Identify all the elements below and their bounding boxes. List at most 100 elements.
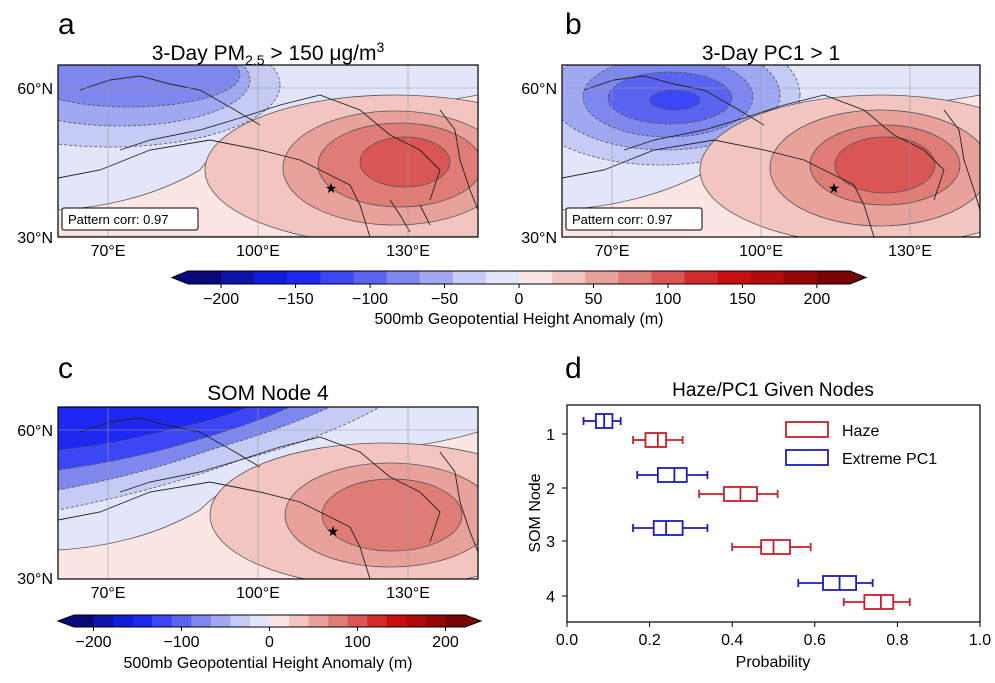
colorbar-top-label: 500mb Geopotential Height Anomaly (m)	[374, 311, 663, 328]
panel-b-lat-30: 30°N	[521, 230, 557, 247]
panel-c-lon-70: 70°E	[91, 585, 126, 602]
beijing-star-icon: ★	[327, 523, 340, 539]
panel-a-map: ★	[58, 65, 478, 237]
panel-b-corr-label: Pattern corr: 0.97	[572, 212, 672, 227]
panel-c-lon-100: 100°E	[236, 585, 280, 602]
y-tick-label: 3	[546, 534, 555, 551]
colorbar-top-max-extend	[850, 271, 866, 284]
colorbar-bottom-tick-label: 200	[432, 634, 459, 651]
x-tick-label: 0.2	[638, 632, 660, 649]
y-tick-label: 1	[546, 427, 555, 444]
panel-b-lon-130: 130°E	[888, 243, 932, 260]
x-tick-label: 0.0	[556, 632, 578, 649]
plot-area	[566, 404, 981, 623]
colorbar-top-segment	[750, 271, 785, 284]
legend-haze-swatch	[785, 421, 829, 438]
colorbar-bottom-segment	[210, 615, 231, 627]
colorbar-bottom-segment	[308, 615, 329, 627]
colorbar-bottom-segment	[230, 615, 251, 627]
colorbar-bottom: −200 −100 0 100 200	[56, 614, 483, 651]
colorbar-top-segment	[651, 271, 686, 284]
panel-a-lon-70: 70°E	[91, 243, 126, 260]
panel-b-lon-70: 70°E	[595, 243, 630, 260]
pc1-node-2-box	[656, 467, 688, 483]
panel-b-lon-100: 100°E	[739, 243, 783, 260]
panel-a-lat-60: 60°N	[17, 81, 53, 98]
colorbar-top-outline	[170, 270, 868, 285]
y-tick-label: 2	[546, 481, 555, 498]
panel-c-lat-60: 60°N	[17, 423, 53, 440]
haze-node-4-box	[863, 594, 895, 610]
colorbar-bottom-segment	[113, 615, 134, 627]
legend-haze-label: Haze	[842, 423, 879, 440]
colorbar-bottom-segment	[386, 615, 407, 627]
panel-c-frame	[57, 406, 479, 580]
panel-a-title: 3-Day PM2.5 > 150 μg/m3	[152, 39, 385, 68]
colorbar-top-segment	[585, 271, 619, 284]
colorbar-bottom-segment	[269, 615, 290, 627]
colorbar-bottom-tick-label: −200	[76, 634, 112, 651]
haze-node-1-box	[644, 432, 668, 448]
colorbar-top-segment	[452, 271, 487, 284]
boxplot-marks: 0.0 0.2 0.4 0.6 0.8 1.0 1 2 3 4	[546, 413, 991, 649]
colorbar-bottom-segment	[249, 615, 271, 627]
colorbar-top-segment	[386, 271, 421, 284]
colorbar-bottom-min-extend	[58, 615, 74, 627]
panel-c-title: SOM Node 4	[207, 382, 329, 405]
colorbar-top-segment	[618, 271, 652, 284]
colorbar-bottom-segment	[191, 615, 212, 627]
panel-a-corr-box	[61, 207, 199, 231]
x-tick-label: 1.0	[969, 632, 991, 649]
colorbar-top: −200 −150 −100 −50 0 50 100 150 200	[170, 270, 868, 308]
colorbar-top-segment	[717, 271, 752, 284]
colorbar-bottom-segment	[347, 615, 368, 627]
panel-a-lat-30: 30°N	[17, 230, 53, 247]
colorbar-top-segment	[320, 271, 355, 284]
panel-a-lon-130: 130°E	[386, 243, 430, 260]
panel-b-frame	[561, 64, 981, 238]
panel-c-map: ★	[58, 407, 478, 579]
chart-title: Haze/PC1 Given Nodes	[672, 380, 874, 401]
colorbar-top-tick-label: −50	[431, 291, 458, 308]
colorbar-top-tick-label: 0	[515, 291, 524, 308]
panel-c-lat-30: 30°N	[17, 571, 53, 588]
panel-a-frame	[57, 64, 479, 238]
colorbar-bottom-tick-label: 0	[265, 634, 274, 651]
colorbar-bottom-segment	[425, 615, 447, 627]
colorbar-top-segment	[419, 271, 454, 284]
colorbar-bottom-tick-label: −100	[164, 634, 200, 651]
legend-pc1-label: Extreme PC1	[842, 451, 937, 468]
panel-b-title: 3-Day PC1 > 1	[702, 42, 840, 65]
panel-b-letter: b	[565, 8, 582, 41]
beijing-star-icon: ★	[325, 180, 338, 196]
colorbar-top-segment	[684, 271, 719, 284]
colorbar-bottom-outline	[56, 614, 483, 628]
colorbar-bottom-segment	[152, 615, 173, 627]
x-axis-label: Probability	[736, 654, 811, 671]
colorbar-bottom-segment	[406, 615, 427, 627]
colorbar-top-segment	[353, 271, 388, 284]
panel-a-letter: a	[58, 8, 75, 41]
colorbar-top-segment	[816, 271, 851, 284]
panel-d-letter: d	[565, 352, 582, 385]
colorbar-top-segment	[221, 271, 255, 284]
x-tick-label: 0.6	[804, 632, 826, 649]
colorbar-top-segment	[519, 271, 553, 284]
panel-b-map: ★	[562, 65, 980, 237]
colorbar-top-tick-label: −100	[352, 291, 388, 308]
x-tick-label: 0.8	[886, 632, 908, 649]
beijing-star-icon: ★	[828, 180, 841, 196]
colorbar-bottom-segment	[367, 615, 388, 627]
panel-c-lon-130: 130°E	[386, 585, 430, 602]
colorbar-bottom-segment	[74, 615, 95, 627]
panel-a-corr-label: Pattern corr: 0.97	[68, 212, 168, 227]
colorbar-bottom-segment	[328, 615, 349, 627]
colorbar-top-segment	[552, 271, 586, 284]
colorbar-bottom-segment	[171, 615, 192, 627]
colorbar-bottom-max-extend	[465, 615, 481, 627]
panel-b-lat-60: 60°N	[521, 81, 557, 98]
y-tick-label: 4	[546, 589, 555, 606]
colorbar-top-tick-label: −150	[278, 291, 314, 308]
panel-b-corr-box	[565, 207, 703, 231]
